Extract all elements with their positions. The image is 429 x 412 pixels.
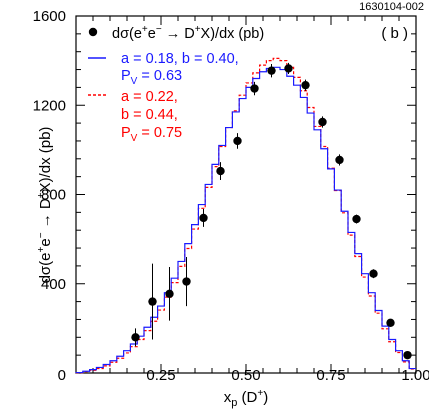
- x-tick-label: 0.50: [231, 367, 260, 384]
- y-axis-label: dσ(e+e− → D+X)/dx (pb): [36, 127, 54, 284]
- figure-id: 1630104-002: [359, 1, 424, 13]
- y-tick-label: 1600: [33, 8, 66, 25]
- legend-data-label: dσ(e+e− → D+X)/dx (pb): [112, 24, 264, 42]
- x-axis-label-sub: p: [231, 397, 237, 409]
- data-point: [165, 289, 174, 298]
- data-point: [199, 213, 208, 223]
- data-point: [403, 350, 412, 360]
- histogram-blue-solid: [75, 66, 416, 374]
- data-point: [250, 84, 259, 93]
- series-data-points: [131, 62, 412, 360]
- x-axis-label-rest: (D: [237, 389, 257, 406]
- y-tick-label: 400: [41, 276, 66, 293]
- legend-red-line2: b = 0.44,: [121, 107, 178, 123]
- data-point: [301, 80, 310, 90]
- data-point: [352, 214, 361, 224]
- data-point: [267, 66, 276, 75]
- legend-data-arrow: → D: [162, 26, 195, 42]
- data-point: [233, 136, 242, 146]
- data-point: [369, 269, 378, 278]
- data-point: [148, 297, 157, 306]
- x-axis-label-end: ): [263, 389, 268, 406]
- legend-blue-pv-sub: V: [131, 76, 138, 87]
- data-point: [335, 155, 344, 165]
- x-axis-label: xp (D+): [224, 388, 268, 409]
- data-point: [182, 277, 191, 286]
- histogram-red-dashed: [75, 57, 416, 374]
- x-tick-label: 0.75: [316, 367, 345, 384]
- data-point: [131, 333, 140, 342]
- legend: dσ(e+e− → D+X)/dx (pb) a = 0.18, b = 0.4…: [88, 24, 264, 144]
- y-origin-label: 0: [58, 367, 66, 384]
- legend-red-pv-sub: V: [131, 133, 138, 144]
- y-axis-label-mid: e: [37, 238, 54, 246]
- legend-data-marker: [88, 27, 98, 37]
- x-axis-label-main: x: [224, 389, 232, 406]
- y-tick-label: 1200: [33, 97, 66, 114]
- data-point: [318, 117, 327, 127]
- series-blue-histogram: [75, 66, 416, 374]
- panel-label: ( b ): [381, 25, 408, 42]
- legend-data-post: X)/dx (pb): [201, 26, 265, 42]
- legend-data-sup3: +: [195, 24, 201, 35]
- y-axis-label-pre: dσ(e: [37, 252, 54, 283]
- y-axis-label-sup2: −: [36, 232, 47, 238]
- legend-data-sup1: +: [142, 24, 148, 35]
- data-point: [386, 318, 395, 327]
- legend-data-pre: dσ(e: [112, 26, 142, 42]
- data-point: [284, 64, 293, 73]
- y-tick-label: 800: [41, 187, 66, 204]
- x-axis-label-sup: +: [257, 388, 263, 399]
- y-axis-label-sup1: +: [36, 246, 47, 252]
- ticks: 0.25 0.50 0.75 1.00 400 800 1200 1600: [33, 8, 429, 384]
- series-red-histogram: [75, 57, 416, 374]
- data-point: [216, 166, 225, 176]
- y-axis-label-post: X)/dx (pb): [37, 127, 54, 193]
- legend-red-line1: a = 0.22,: [121, 89, 178, 105]
- legend-data-mid: e: [148, 26, 156, 42]
- legend-red-pv-post: = 0.75: [137, 125, 182, 141]
- legend-blue-pv-pre: P: [121, 68, 131, 84]
- legend-red-pv-pre: P: [121, 125, 131, 141]
- y-axis-label-sup3: +: [36, 192, 47, 198]
- legend-red-line3: PV = 0.75: [121, 125, 182, 144]
- legend-blue-line2: PV = 0.63: [121, 68, 182, 87]
- legend-blue-pv-post: = 0.63: [137, 68, 182, 84]
- legend-blue-line1: a = 0.18, b = 0.40,: [121, 51, 239, 67]
- x-tick-label: 1.00: [401, 367, 429, 384]
- x-tick-label: 0.25: [146, 367, 175, 384]
- legend-data-sup2: −: [156, 24, 162, 35]
- y-axis-label-arrow: → D: [37, 198, 54, 232]
